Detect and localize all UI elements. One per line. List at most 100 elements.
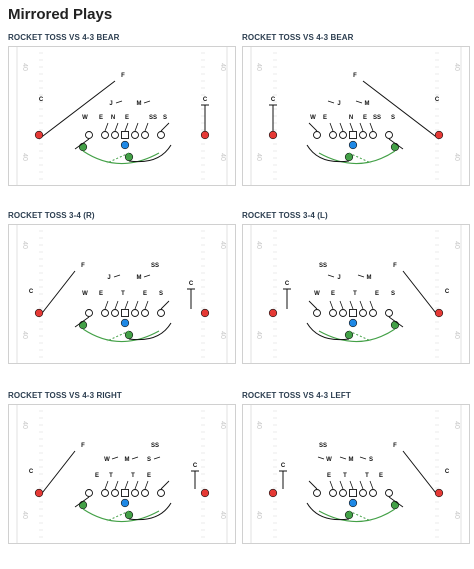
- field-svg: 40 40 40 40 F C C SS M J S E T E W: [250, 225, 462, 363]
- running-back-marker: [344, 510, 354, 520]
- lead-block-route: [306, 144, 350, 163]
- play-diagram[interactable]: 40 40 40 40 F C C SS M J S E T E W: [242, 224, 470, 364]
- corner-right-label: C: [281, 463, 286, 469]
- offense-routes: [74, 480, 172, 523]
- defender-label: T: [365, 473, 369, 479]
- play-diagram[interactable]: 40 40 40 40 F C C SS W M S E T T E: [8, 404, 236, 544]
- lineman-marker: [111, 309, 119, 317]
- receiver-left-marker: [434, 308, 444, 318]
- free-safety-label: F: [81, 263, 85, 269]
- defender-label: W: [310, 115, 316, 121]
- play-diagram[interactable]: 40 40 40 40 F C C J M W E N E SS S: [8, 46, 236, 186]
- center-marker: [349, 131, 357, 139]
- linebacker-label: M: [349, 457, 354, 463]
- defender-label: SS: [149, 115, 157, 121]
- receiver-right-marker: [268, 130, 278, 140]
- pitch-path: [106, 152, 130, 164]
- running-back-marker: [344, 152, 354, 162]
- corner-right-label: C: [285, 281, 290, 287]
- field-markings: 40 40 40 40: [16, 47, 228, 185]
- lineman-marker: [369, 489, 377, 497]
- defender-label: S: [159, 291, 163, 297]
- pitch-path: [348, 330, 372, 342]
- running-back-marker: [124, 330, 134, 340]
- linebacker-label: M: [137, 101, 142, 107]
- quarterback-marker: [348, 318, 358, 328]
- yard-number: 40: [21, 241, 28, 249]
- defender-label: W: [82, 115, 88, 121]
- offense: [34, 480, 210, 520]
- slot-marker: [157, 131, 165, 139]
- lineman-marker: [369, 131, 377, 139]
- defender-label: T: [121, 291, 125, 297]
- linebacker-label: J: [337, 101, 340, 107]
- receiver-right-marker: [200, 130, 210, 140]
- toss-route: [82, 328, 160, 343]
- defense: F C C SS W M S E T T E: [29, 443, 198, 479]
- motion-back-marker: [390, 320, 400, 330]
- yard-number: 40: [255, 511, 262, 519]
- defender-label: W: [314, 291, 320, 297]
- receiver-left-marker: [434, 130, 444, 140]
- field-markings: 40 40 40 40: [16, 225, 228, 363]
- linebacker-label: S: [147, 457, 151, 463]
- defense-routes: [38, 270, 195, 318]
- yard-number: 40: [219, 153, 226, 161]
- defender-label: T: [343, 473, 347, 479]
- corner-left-label: C: [29, 289, 34, 295]
- play-diagram[interactable]: 40 40 40 40 F C C SS S M W E T T E: [242, 404, 470, 544]
- defender-label: E: [99, 291, 103, 297]
- play-card[interactable]: ROCKET TOSS VS 4-3 BEAR 40 40 40 40 F C C J M W E N E…: [8, 33, 236, 203]
- play-diagram[interactable]: 40 40 40 40 F C C M J S SS E N E W: [242, 46, 470, 186]
- defender-label: E: [125, 115, 129, 121]
- defender-label: E: [95, 473, 99, 479]
- lineman-marker: [329, 131, 337, 139]
- play-diagram[interactable]: 40 40 40 40 F C C SS J M W E T E S: [8, 224, 236, 364]
- pitch-path: [348, 510, 372, 522]
- play-card[interactable]: ROCKET TOSS 3-4 (L) 40 40 40 40 F C C SS M J S E T E W: [242, 211, 470, 381]
- yard-number: 40: [21, 153, 28, 161]
- defender-label: S: [391, 291, 395, 297]
- play-card[interactable]: ROCKET TOSS VS 4-3 BEAR 40 40 40 40 F C C M J S SS E…: [242, 33, 470, 203]
- linebacker-label: M: [367, 275, 372, 281]
- lineman-marker: [339, 309, 347, 317]
- play-card[interactable]: ROCKET TOSS VS 4-3 LEFT 40 40 40 40 F C C SS S M W E…: [242, 391, 470, 561]
- play-title: ROCKET TOSS VS 4-3 LEFT: [242, 391, 351, 400]
- page-title: Mirrored Plays: [8, 6, 113, 23]
- free-safety-label: F: [81, 443, 85, 449]
- field-markings: 40 40 40 40: [250, 405, 462, 543]
- play-title: ROCKET TOSS VS 4-3 RIGHT: [8, 391, 122, 400]
- tight-end-marker: [385, 489, 393, 497]
- yard-number: 40: [255, 331, 262, 339]
- free-safety-label: F: [393, 443, 397, 449]
- linebacker-label: S: [369, 457, 373, 463]
- tight-end-marker: [85, 489, 93, 497]
- defense-routes: [269, 80, 440, 140]
- defender-label: T: [109, 473, 113, 479]
- defense-routes: [38, 450, 199, 498]
- lineman-marker: [101, 309, 109, 317]
- linebacker-label: W: [104, 457, 110, 463]
- strong-safety-label: SS: [151, 263, 159, 269]
- tight-end-marker: [385, 131, 393, 139]
- defender-label: E: [143, 291, 147, 297]
- offense-routes: [306, 300, 404, 343]
- toss-route: [318, 508, 396, 523]
- defender-label: S: [391, 115, 395, 121]
- field-svg: 40 40 40 40 F C C SS W M S E T T E: [16, 405, 228, 543]
- yard-number: 40: [219, 421, 226, 429]
- play-card[interactable]: ROCKET TOSS 3-4 (R) 40 40 40 40 F C C SS J M W E T E S: [8, 211, 236, 381]
- strong-safety-label: SS: [319, 263, 327, 269]
- play-card[interactable]: ROCKET TOSS VS 4-3 RIGHT 40 40 40 40 F C C SS W M S…: [8, 391, 236, 561]
- defender-label: T: [131, 473, 135, 479]
- yard-number: 40: [255, 153, 262, 161]
- quarterback-marker: [120, 498, 130, 508]
- linebacker-label: M: [125, 457, 130, 463]
- corner-right-label: C: [271, 97, 276, 103]
- corner-left-label: C: [29, 469, 34, 475]
- yard-number: 40: [453, 63, 460, 71]
- play-title: ROCKET TOSS 3-4 (L): [242, 211, 328, 220]
- receiver-left-marker: [34, 130, 44, 140]
- defender-label: E: [327, 473, 331, 479]
- quarterback-marker: [348, 498, 358, 508]
